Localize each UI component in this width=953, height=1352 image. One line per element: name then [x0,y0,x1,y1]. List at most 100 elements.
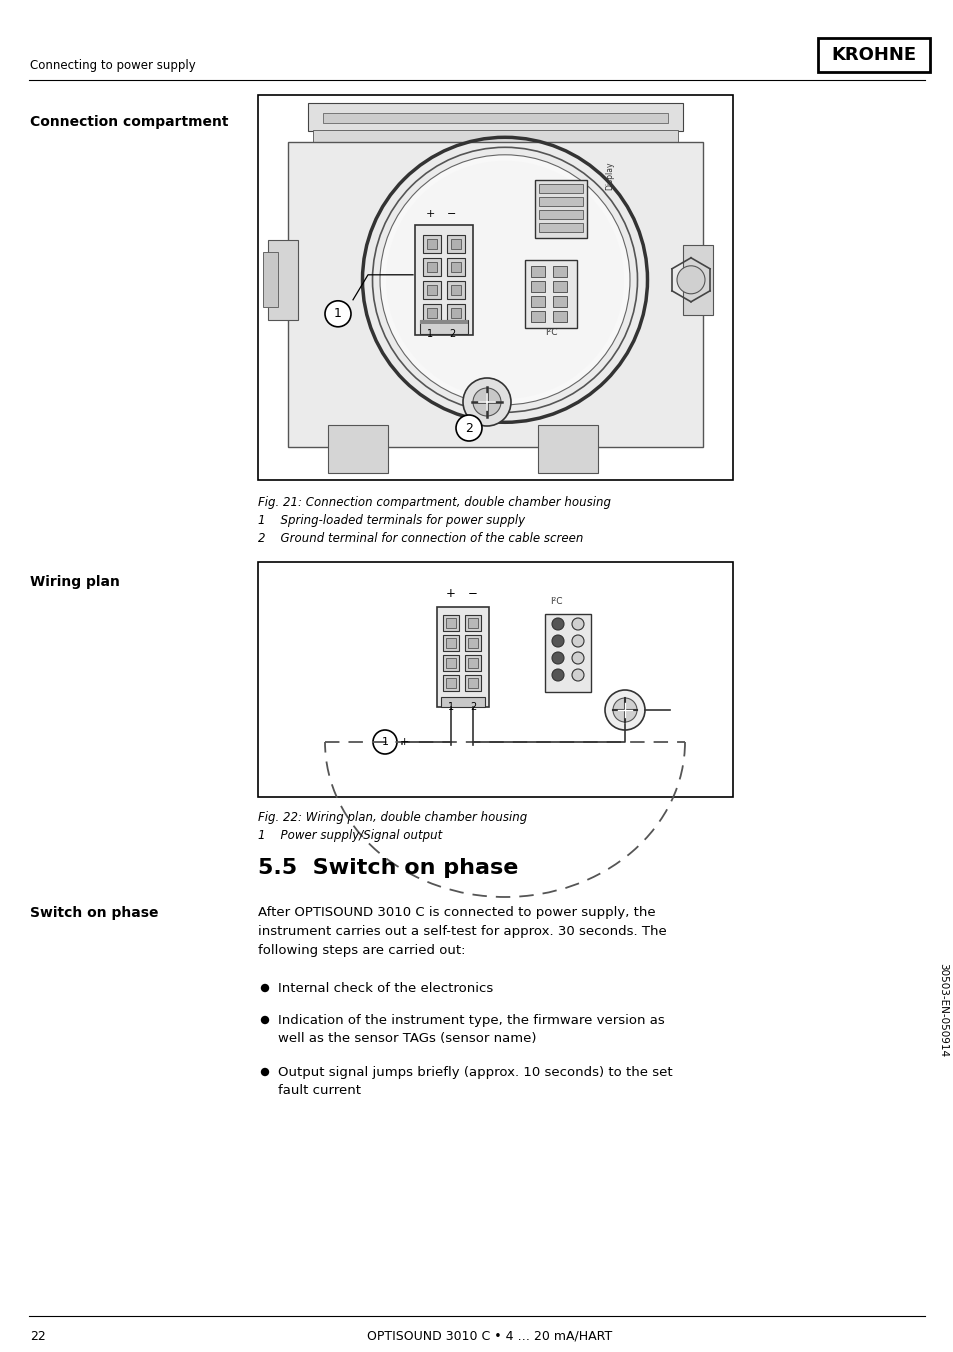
Bar [553,266,566,277]
Text: Connecting to power supply: Connecting to power supply [30,59,195,73]
Bar [682,245,712,315]
Bar [257,562,732,796]
Bar [422,304,440,322]
Text: Connection compartment: Connection compartment [30,115,229,128]
Bar [464,654,480,671]
Bar [263,251,277,307]
Bar [468,618,477,627]
Bar [427,285,436,295]
Text: 1: 1 [334,307,341,320]
Circle shape [462,379,511,426]
Bar [427,308,436,318]
Text: +: + [425,208,435,219]
Text: −: − [447,208,456,219]
Circle shape [473,388,500,416]
Bar [419,320,468,334]
Bar [308,103,682,131]
Text: 1    Spring-loaded terminals for power supply: 1 Spring-loaded terminals for power supp… [257,514,524,527]
Bar [446,638,456,648]
Text: 22: 22 [30,1329,46,1343]
Text: OPTISOUND 3010 C • 4 … 20 mA/HART: OPTISOUND 3010 C • 4 … 20 mA/HART [367,1329,612,1343]
Bar [464,615,480,631]
Circle shape [552,635,563,648]
Text: Output signal jumps briefly (approx. 10 seconds) to the set
fault current: Output signal jumps briefly (approx. 10 … [277,1065,672,1096]
Bar [451,308,460,318]
Text: 2    Ground terminal for connection of the cable screen: 2 Ground terminal for connection of the … [257,531,583,545]
Bar [553,311,566,322]
Bar [535,180,586,238]
Bar [268,239,297,320]
Circle shape [552,652,563,664]
Bar [538,210,582,219]
Text: Internal check of the electronics: Internal check of the electronics [277,982,493,995]
Bar [436,607,489,707]
Bar [422,281,440,299]
Bar [537,425,598,473]
Circle shape [552,669,563,681]
Text: After OPTISOUND 3010 C is connected to power supply, the
instrument carries out : After OPTISOUND 3010 C is connected to p… [257,906,666,957]
Text: 5.5  Switch on phase: 5.5 Switch on phase [257,859,517,877]
Circle shape [261,984,268,991]
Circle shape [604,690,644,730]
Ellipse shape [386,161,623,399]
Bar [538,184,582,193]
Bar [447,235,464,253]
Bar [328,425,388,473]
Bar [447,304,464,322]
Text: 30503-EN-050914: 30503-EN-050914 [937,963,947,1057]
Text: 2: 2 [464,422,473,434]
Bar [422,258,440,276]
Circle shape [261,1068,268,1075]
Circle shape [261,1017,268,1023]
Text: 1: 1 [448,702,454,713]
Text: Indication of the instrument type, the firmware version as
well as the sensor TA: Indication of the instrument type, the f… [277,1014,664,1045]
Bar [468,638,477,648]
Bar [442,654,458,671]
Bar [323,114,667,123]
Text: Display: Display [604,161,614,189]
Bar [440,698,484,707]
Circle shape [613,698,637,722]
Circle shape [572,618,583,630]
Text: Switch on phase: Switch on phase [30,906,158,919]
Bar [451,239,460,249]
Bar [257,95,732,480]
Bar [427,239,436,249]
Text: 1: 1 [427,329,433,339]
Bar [531,311,544,322]
Bar [442,675,458,691]
Bar [451,285,460,295]
Circle shape [572,669,583,681]
Bar [446,618,456,627]
Bar [538,223,582,231]
Text: Wiring plan: Wiring plan [30,575,120,589]
Bar [446,658,456,668]
Bar [553,281,566,292]
Bar [451,262,460,272]
Circle shape [552,618,563,630]
Bar [422,235,440,253]
Bar [531,281,544,292]
Text: KROHNE: KROHNE [831,46,916,64]
Circle shape [325,300,351,327]
Bar [427,262,436,272]
Bar [468,677,477,688]
Text: 2: 2 [470,702,476,713]
Text: 1    Power supply/Signal output: 1 Power supply/Signal output [257,829,442,842]
Text: +: + [399,737,409,748]
Text: Fig. 21: Connection compartment, double chamber housing: Fig. 21: Connection compartment, double … [257,496,610,508]
Bar [817,38,929,72]
Bar [524,260,577,327]
Text: I²C: I²C [550,598,562,606]
Ellipse shape [379,154,629,404]
Bar [419,320,468,323]
Circle shape [677,266,704,293]
Bar [288,142,702,448]
Bar [531,296,544,307]
Text: +: + [446,587,456,600]
Circle shape [456,415,481,441]
Bar [313,130,678,142]
Bar [442,615,458,631]
Text: Fig. 22: Wiring plan, double chamber housing: Fig. 22: Wiring plan, double chamber hou… [257,811,527,823]
Bar [446,677,456,688]
